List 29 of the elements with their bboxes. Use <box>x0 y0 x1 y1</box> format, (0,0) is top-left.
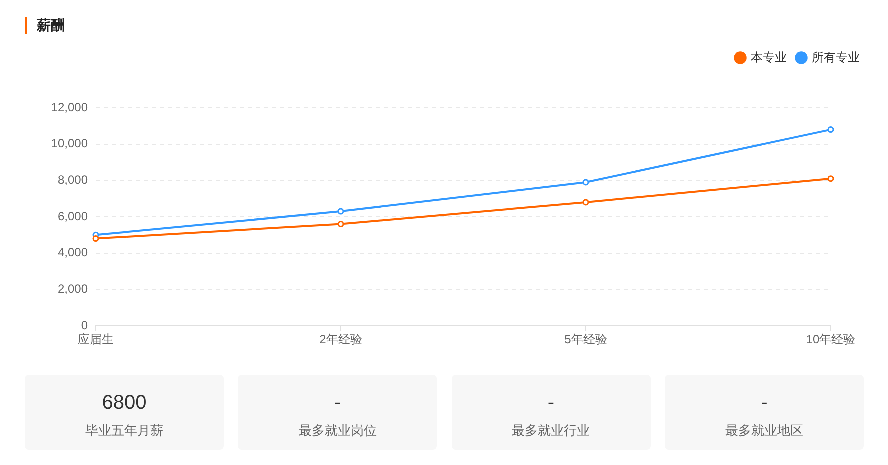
legend-label: 本专业 <box>751 50 787 64</box>
point <box>338 221 344 228</box>
point <box>828 176 834 182</box>
y-tick-label: 2,000 <box>58 282 88 296</box>
y-tick-label: 6,000 <box>58 209 88 224</box>
text: 最多就业岗位 <box>298 423 377 438</box>
text: - <box>548 392 554 414</box>
y-tick-label: 0 <box>81 318 88 332</box>
point <box>582 179 590 186</box>
text: - <box>334 392 342 414</box>
y-tick-label: 4,000 <box>58 246 88 260</box>
text: 最多就业地区 <box>725 423 804 438</box>
text: 毕业五年月薪 <box>86 423 164 438</box>
x-tick-label: 5年经验 <box>564 332 608 347</box>
point <box>338 208 344 215</box>
y-tick-label: 10,000 <box>51 136 88 151</box>
point <box>92 236 100 242</box>
y-tick-label: 8,000 <box>58 172 88 187</box>
text: - <box>761 392 768 414</box>
x-tick-label: 应届生 <box>78 332 114 347</box>
y-tick-label: 12,000 <box>51 100 88 114</box>
legend-label: 所有专业 <box>812 50 860 64</box>
text: 6800 <box>102 392 147 414</box>
x-tick-label: 10年经验 <box>806 332 856 347</box>
text: 最多就业行业 <box>512 423 590 438</box>
chart-title: 薪酬 <box>37 16 65 35</box>
point <box>828 126 834 134</box>
x-tick-label: 2年经验 <box>320 332 362 347</box>
point <box>582 199 590 206</box>
